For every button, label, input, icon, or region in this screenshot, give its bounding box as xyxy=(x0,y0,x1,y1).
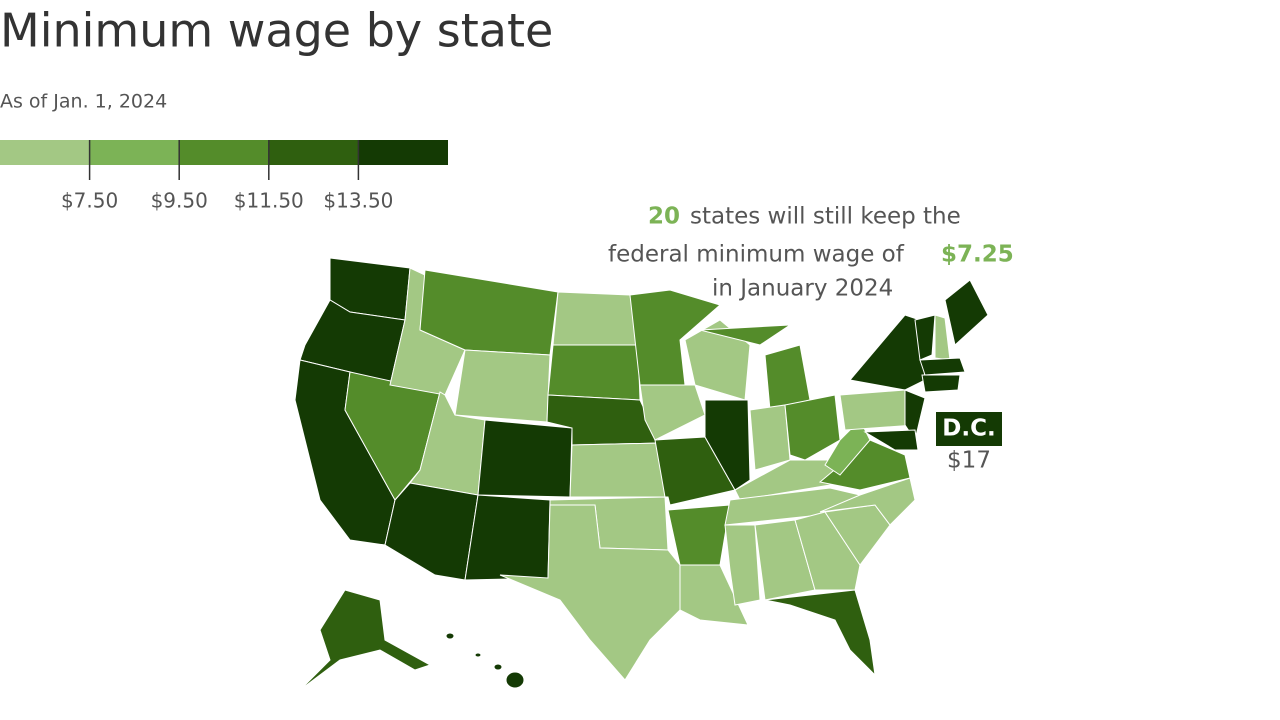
annotation-text: in January 2024 xyxy=(712,276,893,302)
legend-swatch xyxy=(0,140,90,165)
legend-label: $11.50 xyxy=(234,189,304,213)
us-map xyxy=(294,257,989,691)
legend-swatch xyxy=(268,140,359,165)
legend-label: $7.50 xyxy=(61,189,118,213)
annotation-count: 20 xyxy=(648,204,680,230)
legend-swatch xyxy=(89,140,180,165)
dc-label: D.C. xyxy=(942,416,995,442)
legend-swatch xyxy=(358,140,448,165)
dc-box xyxy=(936,412,1002,446)
legend: $7.50 $9.50 $11.50 $13.50 xyxy=(0,140,448,213)
annotation-wage: $7.25 xyxy=(941,242,1014,268)
annotation-text: states will still keep the xyxy=(690,204,961,230)
annotation-text: federal minimum wage of xyxy=(608,242,905,268)
legend-label: $9.50 xyxy=(151,189,208,213)
title: Minimum wage by state xyxy=(0,4,553,58)
subtitle: As of Jan. 1, 2024 xyxy=(0,91,167,113)
dc-value: $17 xyxy=(947,448,991,474)
legend-label: $13.50 xyxy=(323,189,393,213)
legend-swatch xyxy=(179,140,269,165)
